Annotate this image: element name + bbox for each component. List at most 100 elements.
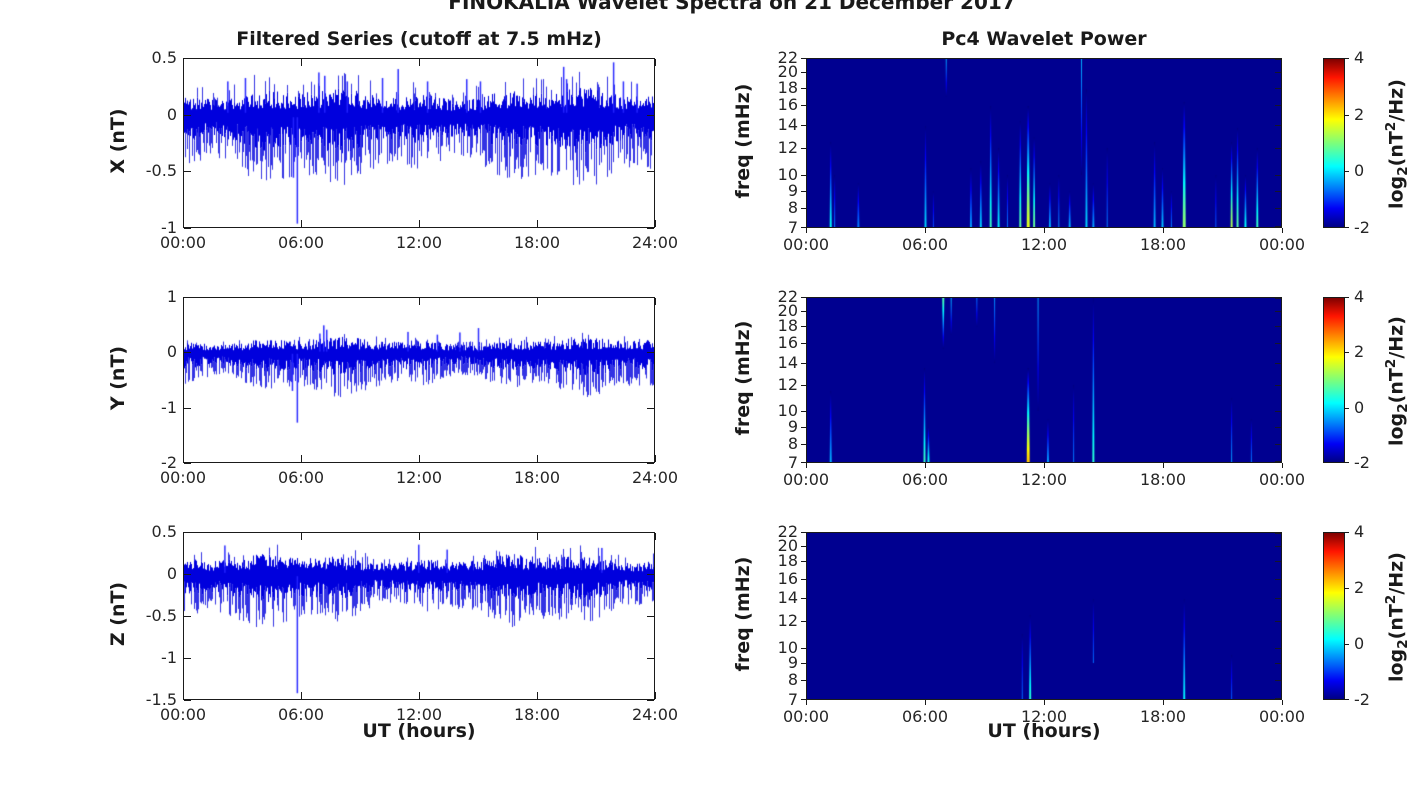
y-tick-mark: [801, 426, 806, 428]
x-tick-mark: [925, 463, 926, 468]
x-tick-label: 06:00: [277, 233, 325, 252]
colorbar-tick-label: -2: [1354, 453, 1370, 472]
freq-tick-label: 22: [777, 522, 798, 541]
y-axis-label-x: X (nT): [107, 108, 129, 174]
x-tick-mark: [419, 220, 420, 227]
x-tick-label: 12:00: [395, 468, 443, 487]
colorbar-tick-label: 4: [1354, 287, 1365, 306]
z-wavelet-spectrogram: [807, 533, 1281, 699]
y-tick-mark: [1275, 680, 1281, 682]
y-tick-mark: [184, 352, 191, 354]
y-tick-label: 0: [166, 342, 177, 362]
y-tick-label: -0.5: [145, 161, 177, 181]
freq-tick-label: 10: [777, 401, 798, 421]
y-tick-mark: [1275, 384, 1281, 386]
z-series-plot: [184, 533, 654, 699]
y-tick-mark: [1275, 647, 1281, 649]
x-tick-label: 00:00: [1258, 707, 1306, 726]
figure-title: FINOKALIA Wavelet Spectra on 21 December…: [448, 0, 1016, 14]
y-wavelet-spectrogram: [807, 298, 1281, 462]
y-tick-mark: [1275, 175, 1281, 177]
y-tick-mark: [1275, 578, 1281, 580]
y-tick-mark: [801, 310, 806, 312]
y-tick-mark: [801, 462, 806, 463]
x-tick-label: 12:00: [1020, 707, 1068, 726]
freq-tick-label: 22: [777, 287, 798, 306]
colorbar-tick-label: 0: [1354, 397, 1365, 417]
freq-tick-label: 14: [777, 352, 798, 372]
freq-tick-label: 8: [787, 198, 798, 218]
y-tick-mark: [647, 574, 654, 575]
freq-tick-label: 10: [777, 637, 798, 657]
y-tick-mark: [184, 616, 191, 617]
freq-tick-label: 12: [777, 137, 798, 157]
freq-tick-label: 8: [787, 670, 798, 690]
colorbar-gradient: [1324, 59, 1344, 227]
x-tick-mark: [1282, 700, 1283, 705]
freq-tick-label: 12: [777, 374, 798, 394]
y-tick-mark: [1275, 190, 1281, 192]
y-tick-mark: [801, 72, 806, 74]
y-tick-mark: [647, 297, 654, 298]
x-wavelet-spectrogram: [807, 59, 1281, 227]
freq-tick-label: 18: [777, 77, 798, 97]
x-tick-mark: [183, 692, 184, 699]
x-tick-label: 06:00: [277, 705, 325, 724]
y-tick-mark: [1275, 461, 1281, 462]
x-tick-mark: [183, 220, 184, 227]
y-tick-mark: [1275, 663, 1281, 665]
y-tick-mark: [1275, 87, 1281, 89]
y-tick-mark: [1275, 533, 1281, 534]
colorbar-tick-label: -2: [1354, 218, 1370, 237]
colorbar-middle: [1323, 297, 1345, 463]
y-tick-mark: [801, 58, 806, 59]
y-tick-label: 1: [166, 287, 177, 306]
y-tick-mark: [184, 700, 191, 701]
timeseries-panel-x: [183, 58, 655, 228]
timeseries-panel-y: [183, 297, 655, 463]
freq-tick-label: 9: [787, 416, 798, 436]
x-tick-mark: [1282, 463, 1283, 468]
x-tick-mark: [925, 700, 926, 705]
y-tick-mark: [801, 326, 806, 328]
y-tick-mark: [801, 343, 806, 345]
y-tick-mark: [801, 578, 806, 580]
x-tick-label: 18:00: [513, 705, 561, 724]
y-tick-mark: [1275, 411, 1281, 413]
colorbar-tick-mark: [1345, 699, 1349, 700]
colorbar-tick-mark: [1345, 58, 1349, 59]
y-tick-label: -2: [161, 453, 177, 472]
x-tick-mark: [419, 455, 420, 462]
colorbar-gradient: [1324, 533, 1344, 699]
y-tick-mark: [801, 125, 806, 127]
y-tick-label: 0.5: [151, 522, 177, 541]
y-tick-mark: [1275, 362, 1281, 364]
spectrogram-panel-z: [806, 532, 1282, 700]
y-tick-mark: [801, 545, 806, 547]
freq-tick-label: 16: [777, 95, 798, 115]
y-tick-mark: [801, 87, 806, 89]
y-tick-mark: [1275, 310, 1281, 312]
y-tick-mark: [1275, 545, 1281, 547]
y-tick-mark: [184, 407, 191, 409]
y-tick-mark: [647, 532, 654, 533]
y-tick-mark: [184, 574, 191, 575]
colorbar-tick-label: 0: [1354, 634, 1365, 653]
x-tick-mark: [925, 228, 926, 233]
x-tick-mark: [655, 59, 656, 66]
y-tick-mark: [1275, 426, 1281, 428]
colorbar-label-middle: log2(nT2/Hz): [1382, 316, 1412, 447]
freq-tick-label: 7: [787, 690, 798, 709]
y-tick-label: -1.5: [145, 690, 177, 709]
x-tick-label: 00:00: [159, 233, 207, 252]
x-tick-mark: [537, 533, 538, 540]
x-tick-label: 00:00: [1258, 235, 1306, 254]
x-tick-mark: [806, 463, 807, 468]
x-tick-mark: [537, 455, 538, 462]
x-tick-mark: [655, 533, 656, 540]
y-tick-label: 0.5: [151, 48, 177, 67]
x-tick-mark: [1163, 463, 1164, 468]
y-tick-mark: [801, 598, 806, 600]
y-tick-mark: [801, 190, 806, 192]
x-tick-mark: [655, 298, 656, 305]
